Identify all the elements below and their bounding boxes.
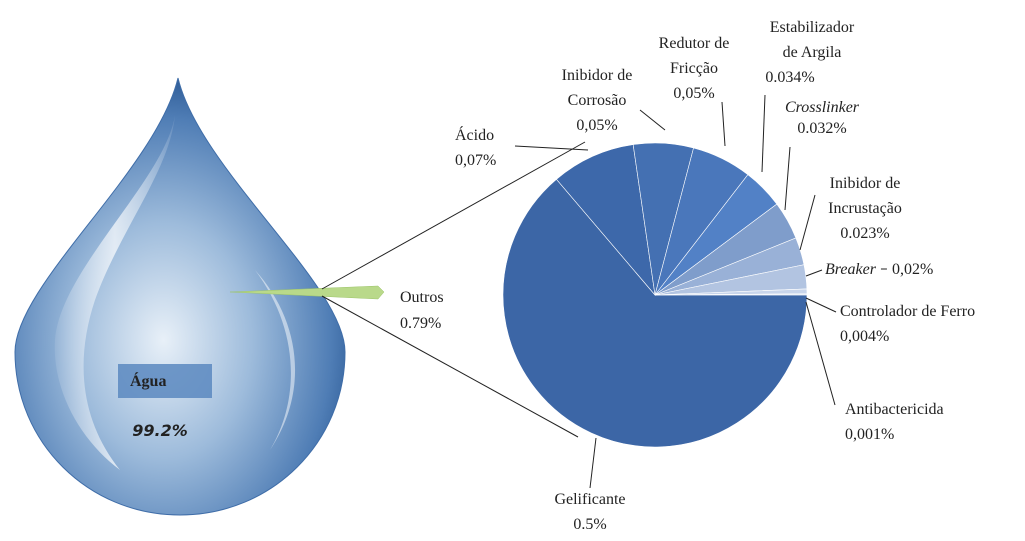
label-line: Inibidor de [562,67,633,84]
leader-line [805,297,837,313]
leader-line [589,437,597,489]
pie-slice [502,178,808,448]
value-label: 0,001% [845,426,894,443]
leader-line [514,145,589,151]
label-line: de Argila [783,44,842,61]
leader-line [799,194,816,251]
value-label: 0.034% [765,69,814,86]
value-label: 0.032% [797,120,846,137]
category-label: Inibidor de Corrosão [562,67,633,109]
leader-line [805,301,836,406]
category-label: Controlador de Ferro [840,303,975,320]
layer: Água 99.2% Outros 0.79% Gelificante 0.5% Ácido… [118,19,975,533]
others-wedge [229,285,385,300]
value-label: 0,004% [840,328,889,345]
leader-line [805,269,823,277]
category-label: Breaker [825,261,877,278]
value-label: 0,05% [576,117,617,134]
leader-line [761,94,766,173]
category-label: Crosslinker [785,99,860,116]
label-line: Corrosão [568,92,627,109]
category-label: Antibactericida [845,401,944,418]
label-line: Incrustação [828,200,902,217]
water-drop [14,77,346,516]
label-line: Estabilizador [770,19,855,36]
connector [321,295,579,438]
label-line: Redutor de [659,35,730,52]
value-label: 0.79% [400,315,441,332]
label-line: Fricção [670,60,718,77]
value-label: 0.5% [573,516,606,533]
value-label: 0,07% [455,152,496,169]
leader-line [784,146,791,211]
pie-slice [654,293,808,296]
value-label: 99.2% [132,421,188,440]
leader-line [721,101,726,147]
label-line: Inibidor de [830,175,901,192]
leader-line [639,109,666,131]
pie-slice [556,144,656,296]
category-label: Gelificante [554,491,625,508]
category-label: Outros [400,289,444,306]
category-label: Água [130,371,166,390]
value-label: 0,02% [892,261,933,278]
category-label: Inibidor de Incrustação [828,175,902,217]
label-box [118,364,212,398]
drop-highlight [54,115,175,470]
category-label: Ácido [455,125,494,144]
connector [321,141,586,290]
category-label: Redutor de Fricção [659,35,730,77]
category-label: Estabilizador de Argila [770,19,855,61]
value-label: 0.023% [840,225,889,242]
value-label: 0,05% [673,85,714,102]
